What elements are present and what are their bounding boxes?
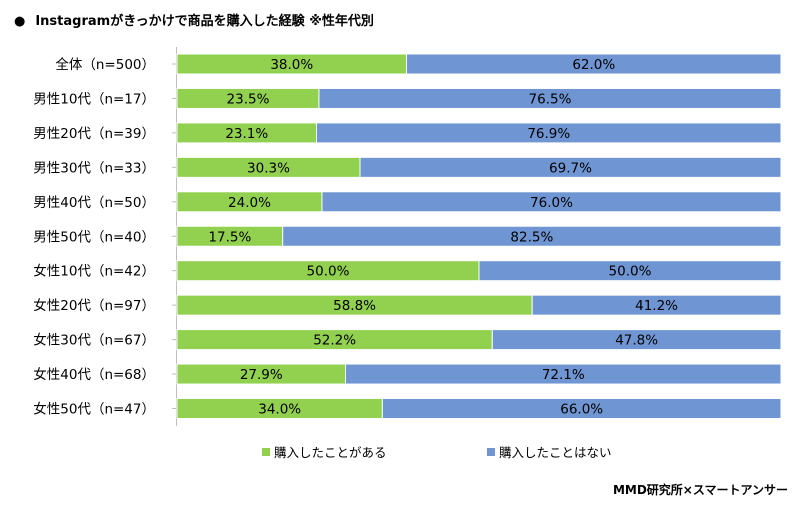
category-label: 女性20代（n=97） xyxy=(33,297,155,314)
data-label: 76.5% xyxy=(529,91,572,107)
category-label: 男性10代（n=17） xyxy=(33,91,155,107)
legend-swatch xyxy=(262,448,270,456)
legend-label: 購入したことがある xyxy=(274,445,387,460)
data-label: 50.0% xyxy=(307,264,350,280)
title-bullet: ● xyxy=(14,14,26,29)
bar-not-purchased xyxy=(531,294,782,316)
source-credit: MMD研究所×スマートアンサー xyxy=(612,483,788,497)
data-label: 34.0% xyxy=(258,402,301,418)
data-label: 82.5% xyxy=(510,229,553,245)
data-label: 72.1% xyxy=(542,367,585,383)
bar-not-purchased xyxy=(316,122,782,144)
chart-title: ● Instagramがきっかけで商品を購入した経験 ※性年代別 xyxy=(14,10,374,29)
bar-not-purchased xyxy=(359,156,782,178)
legend-label: 購入したことはない xyxy=(499,445,612,460)
data-label: 69.7% xyxy=(549,160,592,176)
category-label: 男性20代（n=39） xyxy=(33,126,155,142)
data-label: 23.5% xyxy=(227,91,270,107)
bar-not-purchased xyxy=(282,225,782,247)
data-label: 27.9% xyxy=(240,367,283,383)
category-label: 女性10代（n=42） xyxy=(33,263,155,280)
category-label: 男性30代（n=33） xyxy=(33,160,155,176)
data-label: 30.3% xyxy=(247,160,290,176)
data-label: 66.0% xyxy=(560,402,603,418)
bar-not-purchased xyxy=(406,53,782,75)
bar-not-purchased xyxy=(321,191,782,213)
data-label: 17.5% xyxy=(208,229,251,245)
chart-title-text: Instagramがきっかけで商品を購入した経験 ※性年代別 xyxy=(35,14,374,29)
data-label: 23.1% xyxy=(225,126,268,142)
legend-swatch xyxy=(487,448,495,456)
data-label: 62.0% xyxy=(572,57,615,73)
bar-not-purchased xyxy=(381,398,782,419)
bar-not-purchased xyxy=(345,363,782,385)
data-label: 50.0% xyxy=(609,264,652,280)
bar-not-purchased xyxy=(478,260,782,282)
data-label: 76.9% xyxy=(527,126,570,142)
category-label: 男性50代（n=40） xyxy=(33,229,155,245)
category-label: 男性40代（n=50） xyxy=(33,195,155,211)
category-label: 女性50代（n=47） xyxy=(33,401,155,418)
data-label: 58.8% xyxy=(333,298,376,314)
data-label: 47.8% xyxy=(615,333,658,349)
bar-not-purchased xyxy=(491,329,782,351)
category-label: 女性30代（n=67） xyxy=(33,332,155,349)
data-label: 38.0% xyxy=(270,57,313,73)
data-label: 24.0% xyxy=(228,195,271,211)
bar-not-purchased xyxy=(318,87,782,109)
data-label: 52.2% xyxy=(313,333,356,349)
category-label: 全体（n=500） xyxy=(55,56,155,73)
category-label: 女性40代（n=68） xyxy=(33,366,155,383)
data-label: 76.0% xyxy=(530,195,573,211)
data-label: 41.2% xyxy=(635,298,678,314)
